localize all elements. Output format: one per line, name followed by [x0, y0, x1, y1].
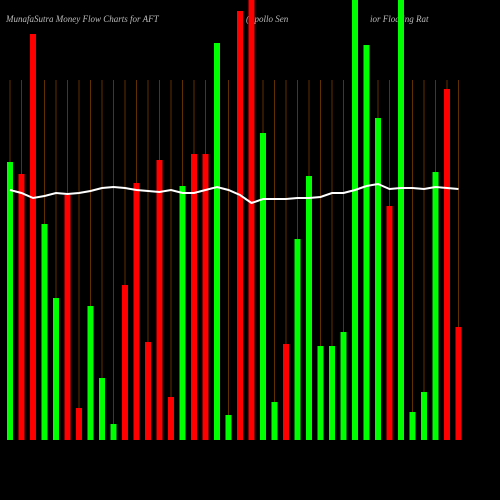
bar [145, 342, 151, 440]
bar [76, 408, 82, 440]
bar [99, 378, 105, 440]
bar [294, 239, 301, 440]
bar [260, 133, 266, 440]
bar [7, 162, 13, 440]
bar [386, 206, 393, 440]
chart-subtitle: (Apollo Sen [246, 14, 289, 24]
bar [306, 176, 312, 440]
bar [191, 154, 197, 440]
bar [455, 327, 462, 440]
bar [317, 346, 324, 440]
average-line [9, 182, 459, 205]
bar [122, 285, 128, 440]
bar [329, 346, 335, 440]
bar [87, 306, 94, 440]
bar [202, 154, 209, 440]
bar [375, 118, 381, 440]
bar [248, 0, 255, 440]
bar [340, 332, 347, 440]
bar [432, 172, 439, 440]
bar [409, 412, 416, 440]
bar [421, 392, 427, 440]
chart-title: MunafaSutra Money Flow Charts for AFT [5, 14, 160, 24]
bar [352, 0, 358, 440]
bar [168, 397, 174, 440]
bar [225, 415, 232, 440]
bar [156, 160, 163, 440]
bar [179, 186, 186, 440]
bar [64, 195, 71, 440]
bar [41, 224, 48, 440]
bar [110, 424, 117, 440]
bar [18, 174, 25, 440]
bar [444, 89, 450, 440]
bar [398, 0, 404, 440]
bar [133, 183, 140, 440]
bar [214, 43, 220, 440]
bar [30, 34, 36, 440]
bar [283, 344, 289, 440]
bar [363, 45, 370, 440]
bar [271, 402, 278, 440]
bar [53, 298, 59, 440]
bar [237, 11, 243, 440]
